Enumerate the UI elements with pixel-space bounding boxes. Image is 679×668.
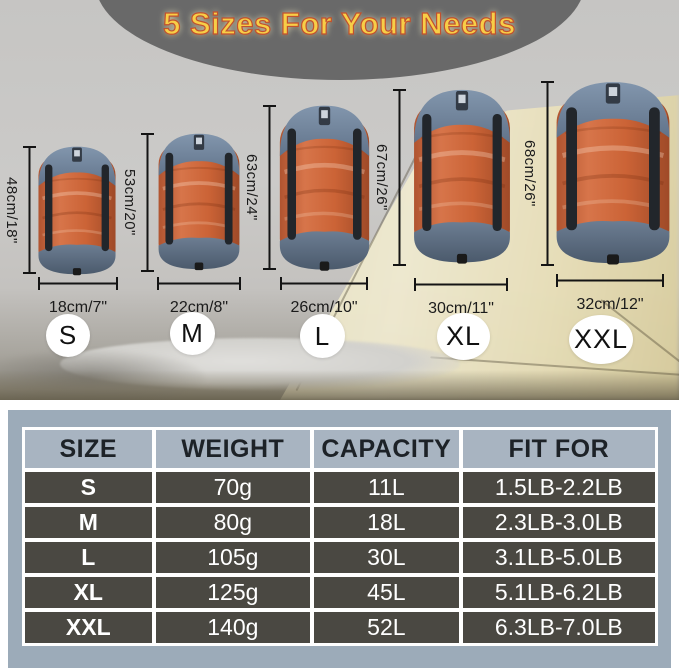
table-cell: 2.3LB-3.0LB: [462, 507, 655, 538]
dimension-line: [414, 278, 508, 291]
height-dimension-xxl: 68cm/26": [521, 81, 554, 266]
width-dimension-xxl: 32cm/12": [556, 274, 664, 314]
table-cell: 11L: [314, 472, 459, 503]
table-cell: 80g: [155, 507, 311, 538]
height-dimension-s: 48cm/18": [3, 146, 36, 274]
size-badge-s: S: [46, 314, 90, 357]
width-dimension-s: 18cm/7": [38, 277, 118, 317]
table-cell: S: [25, 472, 152, 503]
width-label-s: 18cm/7": [48, 299, 108, 316]
table-cell: 52L: [314, 612, 459, 643]
dimension-line: [556, 274, 664, 287]
height-label-s: 48cm/18": [3, 176, 20, 244]
table-panel: SIZE WEIGHT CAPACITY FIT FOR S 70g 11L 1…: [8, 410, 671, 668]
size-badge-m: M: [170, 312, 215, 355]
col-header-capacity: CAPACITY: [314, 430, 459, 468]
ground-shadow: [0, 370, 679, 400]
dimension-line: [393, 89, 406, 266]
table-cell: L: [25, 542, 152, 573]
dimension-line: [23, 146, 36, 274]
campsite-photo: 5 Sizes For Your Needs 48cm/18" 18cm/7" …: [0, 0, 679, 400]
stuff-sack-s: [36, 144, 118, 277]
stuff-sack-xl: [411, 85, 513, 266]
table-cell: XL: [25, 577, 152, 608]
width-dimension-xl: 30cm/11": [414, 278, 508, 318]
size-badge-xxl: XXL: [569, 315, 633, 364]
size-spec-table: SIZE WEIGHT CAPACITY FIT FOR S 70g 11L 1…: [22, 427, 658, 646]
width-label-l: 26cm/10": [290, 299, 358, 316]
height-label-xxl: 68cm/26": [521, 140, 538, 207]
table-cell: 105g: [155, 542, 311, 573]
size-badge-l: L: [300, 314, 345, 358]
stuff-sack-m: [156, 131, 242, 272]
width-label-xl: 30cm/11": [428, 300, 494, 317]
table-cell: 5.1LB-6.2LB: [462, 577, 655, 608]
table-cell: XXL: [25, 612, 152, 643]
size-badge-xl: XL: [437, 313, 490, 360]
table-cell: 70g: [155, 472, 311, 503]
table-cell: 1.5LB-2.2LB: [462, 472, 655, 503]
stuff-sack-xxl: [553, 77, 673, 267]
height-dimension-xl: 67cm/26": [373, 89, 406, 266]
col-header-weight: WEIGHT: [155, 430, 311, 468]
table-cell: 45L: [314, 577, 459, 608]
dimension-line: [38, 277, 118, 290]
table-cell: 18L: [314, 507, 459, 538]
width-label-m: 22cm/8": [169, 299, 229, 316]
height-dimension-m: 53cm/20": [121, 133, 154, 272]
table-cell: 30L: [314, 542, 459, 573]
width-label-xxl: 32cm/12": [576, 296, 644, 313]
height-label-xl: 67cm/26": [373, 144, 390, 211]
table-cell: 125g: [155, 577, 311, 608]
dimension-line: [141, 133, 154, 272]
col-header-size: SIZE: [25, 430, 152, 468]
table-cell: 3.1LB-5.0LB: [462, 542, 655, 573]
dimension-line: [280, 277, 368, 290]
dimension-line: [541, 81, 554, 266]
height-label-m: 53cm/20": [121, 169, 138, 236]
dimension-line: [157, 277, 241, 290]
spec-table-section: SIZE WEIGHT CAPACITY FIT FOR S 70g 11L 1…: [0, 400, 679, 668]
width-dimension-m: 22cm/8": [157, 277, 241, 317]
col-header-fitfor: FIT FOR: [462, 430, 655, 468]
page-title: 5 Sizes For Your Needs: [163, 5, 516, 41]
height-label-l: 63cm/24": [243, 154, 260, 221]
table-cell: 6.3LB-7.0LB: [462, 612, 655, 643]
stuff-sack-l: [277, 101, 372, 273]
table-cell: M: [25, 507, 152, 538]
width-dimension-l: 26cm/10": [280, 277, 368, 317]
height-dimension-l: 63cm/24": [243, 105, 276, 270]
table-cell: 140g: [155, 612, 311, 643]
dimension-line: [263, 105, 276, 270]
